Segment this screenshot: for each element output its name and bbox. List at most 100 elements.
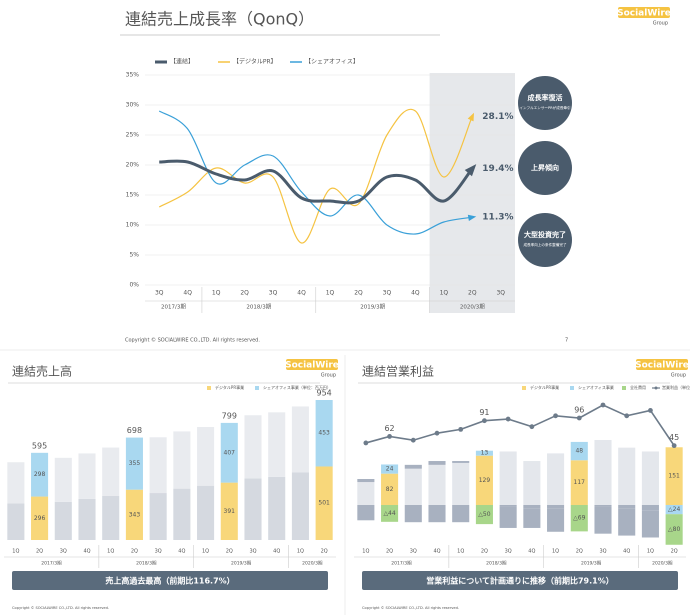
bar-segment	[381, 473, 399, 505]
bar-segment	[7, 503, 25, 540]
total-label: 799	[222, 411, 237, 420]
bar-segment	[452, 461, 470, 463]
bar-segment	[381, 505, 399, 522]
group-label: 2019/3期	[360, 304, 385, 311]
bar-segment	[452, 462, 470, 505]
bar-segment	[452, 505, 470, 523]
x-tick-label: 4Q	[528, 549, 535, 555]
value-label: 48	[575, 448, 583, 455]
bar-segment	[547, 453, 565, 505]
line-point	[410, 437, 416, 443]
line-point	[529, 424, 535, 430]
chart-title: 連結売上成長率（QonQ）	[125, 10, 314, 29]
logo-bg	[636, 359, 688, 370]
x-tick-label: 4Q	[178, 549, 185, 555]
x-tick-label: 2Q	[36, 549, 43, 555]
value-label: 453	[318, 430, 330, 437]
x-tick-label: 3Q	[269, 290, 278, 297]
bar-segment	[641, 505, 659, 511]
group-label: 2018/3期	[486, 561, 507, 567]
x-tick-label: 4Q	[433, 549, 440, 555]
page-number: 7	[565, 338, 568, 344]
x-tick-label: 3Q	[599, 549, 606, 555]
bar-segment	[54, 501, 72, 540]
legend-swatch	[522, 386, 526, 390]
bar-segment	[404, 468, 422, 505]
bar-segment	[173, 488, 191, 540]
x-tick-label: 2Q	[468, 290, 477, 297]
arrow-head	[464, 164, 477, 177]
copyright: Copyright © SOCIALWIRE CO.,LTD. All righ…	[125, 337, 260, 344]
bar-segment	[594, 506, 612, 534]
arrow-head	[467, 112, 475, 122]
banner-text: 営業利益について計画通りに推移（前期比79.1%）	[426, 576, 614, 586]
logo-sub: Group	[671, 373, 686, 379]
bar-segment	[357, 505, 375, 521]
x-tick-label: 3Q	[60, 549, 67, 555]
bar-segment	[499, 506, 517, 528]
line-point	[363, 440, 369, 446]
value-label: △80	[668, 526, 680, 533]
bar-segment	[31, 452, 49, 497]
bar-segment	[220, 422, 238, 483]
banner-text: 売上高過去最高（前期比116.7%）	[105, 576, 234, 586]
series-line	[365, 404, 675, 447]
value-label: 355	[129, 460, 141, 467]
value-label: 343	[129, 511, 141, 518]
bar-segment	[547, 508, 565, 532]
value-label: 24	[386, 466, 394, 473]
chart-title: 連結売上高	[12, 364, 72, 379]
logo-name: SocialWire	[617, 9, 671, 19]
annotation-title: 大型投資完了	[524, 230, 566, 239]
bar-segment	[475, 505, 493, 525]
bar-segment	[428, 461, 446, 465]
bar-segment	[594, 440, 612, 505]
bar-segment	[197, 427, 215, 486]
y-tick-label: 30%	[126, 102, 140, 109]
bar-segment	[315, 466, 333, 540]
bar-segment	[618, 505, 636, 509]
x-tick-label: 4Q	[623, 549, 630, 555]
total-label: 698	[127, 426, 142, 435]
value-label: △50	[478, 511, 490, 518]
x-tick-label: 2Q	[481, 549, 488, 555]
value-label: △24	[668, 506, 680, 513]
group-label: 2020/3期	[652, 561, 673, 567]
value-label: 407	[224, 449, 236, 456]
bar-segment	[475, 450, 493, 456]
value-label: 28.1%	[482, 112, 513, 122]
bar-segment	[665, 514, 683, 545]
x-tick-label: 3Q	[505, 549, 512, 555]
value-label: △69	[573, 515, 585, 522]
value-label: 129	[479, 477, 491, 484]
bar-segment	[641, 510, 659, 538]
bar-segment	[220, 482, 238, 540]
legend-swatch	[654, 386, 658, 390]
annotation-title: 成長率復活	[528, 93, 563, 102]
line-point	[458, 426, 464, 432]
series-line	[158, 110, 473, 235]
logo-name: SocialWire	[285, 361, 339, 371]
x-tick-label: 2Q	[386, 549, 393, 555]
total-label: 595	[32, 441, 47, 450]
bar-segment	[268, 476, 286, 540]
x-tick-label: 4Q	[297, 290, 306, 297]
bar-segment	[523, 505, 541, 509]
banner	[12, 571, 328, 590]
legend-swatch	[207, 386, 211, 390]
bar-segment	[618, 447, 636, 505]
bar-segment	[291, 472, 309, 540]
bar-segment	[475, 455, 493, 505]
line-point	[434, 430, 440, 436]
legend-swatch	[255, 386, 259, 390]
x-tick-label: 4Q	[411, 290, 420, 297]
line-point	[671, 443, 677, 449]
x-tick-label: 1Q	[457, 549, 464, 555]
line-point	[505, 416, 511, 422]
x-tick-label: 2Q	[576, 549, 583, 555]
bar-segment	[244, 415, 262, 479]
bar-segment	[570, 505, 588, 532]
bar-segment	[54, 457, 72, 502]
bar-segment	[149, 437, 167, 494]
